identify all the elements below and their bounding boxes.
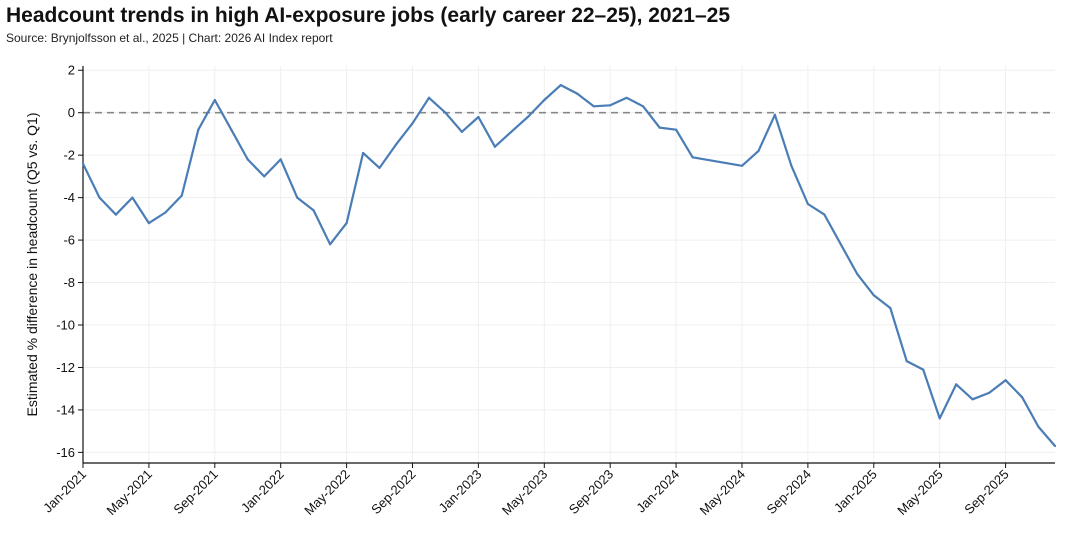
data-point <box>823 213 826 216</box>
data-point <box>642 105 645 108</box>
y-tick-label: 2 <box>68 63 75 78</box>
x-tick-labels: Jan-2021 May-2021 Sep-2021 Jan-2022 May-2022… <box>40 467 1012 518</box>
data-point <box>625 96 628 99</box>
data-point <box>493 145 496 148</box>
data-point <box>345 222 348 225</box>
data-point <box>279 158 282 161</box>
data-point <box>1037 425 1040 428</box>
data-point <box>197 128 200 131</box>
x-tick-label: May-2022 <box>301 467 352 518</box>
x-tick-label: May-2024 <box>697 467 748 518</box>
y-axis-label: Estimated % difference in headcount (Q5 … <box>24 112 40 416</box>
data-point <box>971 398 974 401</box>
data-point <box>856 273 859 276</box>
x-tick-label: Sep-2022 <box>368 467 418 517</box>
x-tick-label: May-2023 <box>499 467 550 518</box>
data-point <box>81 162 85 165</box>
x-tick-label: Jan-2021 <box>40 467 89 516</box>
data-point <box>922 368 925 371</box>
data-point <box>147 222 150 225</box>
data-point <box>362 151 365 155</box>
data-point <box>526 115 529 119</box>
data-point <box>1053 444 1057 448</box>
x-tick-label: Jan-2022 <box>238 467 287 516</box>
data-point <box>114 213 117 216</box>
chart-subtitle: Source: Brynjolfsson et al., 2025 | Char… <box>6 31 333 45</box>
data-point <box>889 306 892 310</box>
data-point <box>510 130 513 133</box>
data-point <box>955 383 958 386</box>
x-tick-label: Sep-2023 <box>566 467 616 517</box>
y-tick-label: -8 <box>63 275 75 290</box>
axes <box>78 66 1055 468</box>
data-point <box>740 164 744 167</box>
x-tick-label: Jan-2023 <box>436 467 485 516</box>
data-point <box>394 143 398 146</box>
data-point <box>790 164 793 167</box>
data-point <box>477 115 480 119</box>
data-point <box>378 166 381 169</box>
data-point <box>757 149 760 152</box>
data-point <box>938 417 941 420</box>
data-point <box>246 158 249 161</box>
y-tick-label: 0 <box>68 105 75 120</box>
data-point <box>460 130 463 133</box>
data-point <box>1021 396 1024 399</box>
x-tick-label: Sep-2021 <box>170 467 220 517</box>
data-point <box>806 202 810 206</box>
data-point <box>312 209 315 212</box>
y-tick-label: -12 <box>56 360 75 375</box>
data-point <box>427 96 431 99</box>
y-tick-label: -2 <box>63 148 75 163</box>
data-point <box>329 243 332 246</box>
y-tick-label: -6 <box>63 233 75 248</box>
y-tick-labels: 2 0 -2 -4 -6 -8 -10 -12 -14 -16 <box>56 63 75 460</box>
x-tick-label: May-2025 <box>894 467 945 518</box>
data-point <box>576 92 579 95</box>
data-point <box>296 196 299 199</box>
y-tick-label: -16 <box>56 445 75 460</box>
data-points <box>81 84 1057 448</box>
data-point <box>230 128 233 131</box>
data-point <box>988 391 991 394</box>
data-point <box>131 196 134 199</box>
data-point <box>1004 379 1007 382</box>
data-point <box>691 156 694 159</box>
data-point <box>98 196 101 199</box>
data-point <box>213 98 216 102</box>
data-point <box>905 360 908 363</box>
data-point <box>839 243 842 246</box>
data-point <box>592 105 595 108</box>
x-tick-label: Jan-2025 <box>831 467 880 516</box>
x-tick-label: May-2021 <box>104 467 155 518</box>
data-point <box>444 111 447 114</box>
data-point <box>675 128 678 131</box>
data-point <box>559 84 562 87</box>
data-point <box>773 113 777 116</box>
data-point <box>658 126 661 129</box>
chart-title: Headcount trends in high AI-exposure job… <box>6 4 731 27</box>
data-point <box>263 175 266 178</box>
data-point <box>872 294 875 297</box>
data-point <box>411 122 414 125</box>
data-point <box>164 211 167 214</box>
x-tick-label: Jan-2024 <box>633 467 682 516</box>
y-tick-label: -10 <box>56 318 75 333</box>
data-point <box>543 98 546 102</box>
x-tick-label: Sep-2025 <box>961 467 1011 517</box>
series-line <box>82 84 1056 447</box>
data-point <box>180 194 183 197</box>
data-point <box>609 104 612 107</box>
x-tick-label: Sep-2024 <box>764 467 814 517</box>
y-tick-label: -4 <box>63 190 75 205</box>
y-tick-label: -14 <box>56 402 75 417</box>
